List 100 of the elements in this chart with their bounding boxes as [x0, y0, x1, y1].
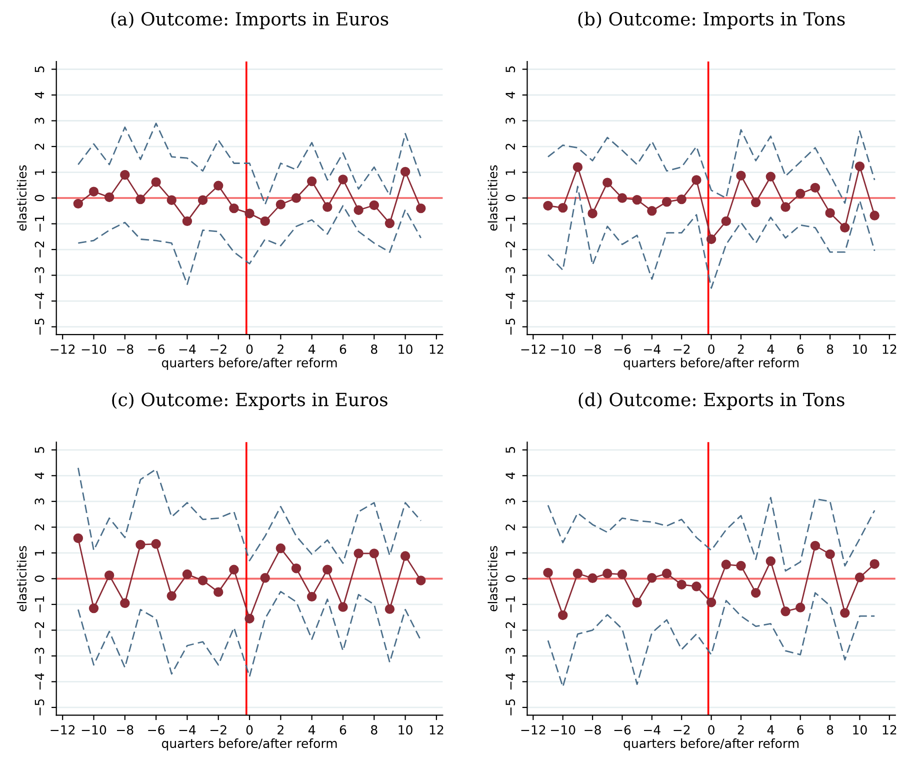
point	[244, 208, 254, 218]
point	[136, 194, 146, 204]
point	[543, 568, 553, 578]
point	[260, 216, 270, 226]
point	[322, 564, 332, 575]
point	[104, 570, 114, 580]
x-tick-label: 4	[308, 725, 316, 734]
point	[662, 568, 672, 578]
x-tick-label: −6	[148, 344, 164, 354]
point	[854, 572, 865, 582]
y-tick-label: −2	[34, 622, 44, 638]
point	[676, 194, 686, 204]
x-tick-label: −4	[644, 344, 660, 354]
y-tick-label: −2	[34, 242, 44, 258]
point	[632, 598, 642, 608]
point	[543, 200, 553, 211]
point	[780, 606, 790, 616]
line-series	[547, 186, 876, 289]
x-tick-label: 10	[853, 344, 867, 354]
x-tick-label: 12	[430, 725, 444, 734]
x-tick-label: −10	[550, 344, 576, 354]
point	[692, 175, 702, 185]
line-series	[547, 592, 876, 688]
y-tick-label: 1	[34, 169, 44, 175]
point	[166, 591, 176, 601]
y-tick-label: 5	[506, 66, 516, 72]
x-tick-label: 2	[278, 344, 284, 354]
x-tick-label: 0	[246, 725, 253, 735]
x-tick-label: −4	[644, 725, 660, 734]
point	[588, 208, 598, 218]
point	[647, 206, 657, 216]
point	[558, 610, 568, 620]
x-tick-label: 2	[278, 725, 284, 734]
y-tick-label: 0	[506, 194, 516, 202]
y-tick-label: 5	[34, 447, 44, 453]
point	[136, 540, 146, 550]
point	[198, 576, 208, 586]
y-tick-label: −3	[34, 648, 44, 664]
x-tick-label: −2	[674, 725, 690, 734]
y-tick-label: 0	[34, 194, 44, 202]
point	[260, 573, 270, 583]
point	[854, 161, 865, 172]
point	[276, 543, 286, 554]
point	[840, 608, 850, 618]
y-axis-title: elasticities	[16, 546, 27, 612]
y-tick-label: 2	[506, 144, 515, 150]
y-tick-label: −3	[506, 267, 516, 284]
point	[766, 556, 776, 566]
x-tick-label: −2	[210, 344, 226, 354]
point	[338, 602, 348, 612]
x-tick-label: −12	[50, 344, 75, 354]
y-tick-label: 0	[34, 576, 44, 582]
point	[706, 598, 716, 608]
x-tick-label: 2	[738, 725, 744, 734]
x-axis-title: quarters before/after reform	[624, 738, 799, 750]
point	[870, 559, 880, 569]
y-tick-label: −4	[506, 292, 515, 309]
point	[182, 216, 192, 226]
point	[750, 588, 761, 598]
chart-title: (b) Outcome: Imports in Tons	[578, 12, 845, 30]
y-tick-label: 0	[506, 576, 516, 582]
point	[870, 210, 880, 220]
y-tick-label: 3	[506, 118, 516, 124]
x-tick-label: −6	[148, 725, 164, 735]
y-tick-label: 3	[34, 498, 44, 504]
point	[416, 576, 426, 586]
y-tick-label: 5	[506, 447, 516, 453]
point	[736, 170, 746, 180]
point	[400, 166, 410, 177]
point	[617, 193, 628, 203]
y-tick-label: 5	[34, 66, 44, 72]
y-tick-label: −4	[506, 673, 515, 690]
point	[750, 198, 761, 208]
point	[151, 177, 161, 187]
x-tick-label: 6	[797, 725, 804, 735]
chart-title: (a) Outcome: Imports in Euros	[111, 12, 388, 30]
x-tick-label: 12	[882, 725, 896, 734]
x-tick-label: −4	[179, 344, 196, 354]
point	[198, 195, 208, 205]
point	[306, 592, 317, 602]
y-tick-label: −2	[506, 242, 515, 258]
y-tick-label: 1	[506, 550, 515, 556]
y-tick-label: −4	[34, 292, 44, 309]
point	[276, 200, 286, 210]
x-tick-label: −10	[550, 725, 576, 735]
point	[572, 568, 583, 578]
x-tick-label: 8	[826, 344, 834, 354]
x-tick-label: 4	[308, 344, 316, 354]
x-tick-label: 10	[853, 725, 867, 735]
point	[166, 195, 176, 205]
chart-title: (d) Outcome: Exports in Tons	[578, 392, 844, 410]
y-tick-label: 4	[34, 92, 44, 98]
x-tick-label: −2	[210, 725, 226, 734]
y-tick-label: −5	[34, 318, 44, 335]
point	[182, 569, 192, 580]
x-tick-label: 12	[430, 344, 444, 354]
point	[602, 568, 612, 578]
point	[291, 564, 302, 574]
point	[73, 198, 84, 209]
y-tick-label: −5	[506, 318, 516, 335]
